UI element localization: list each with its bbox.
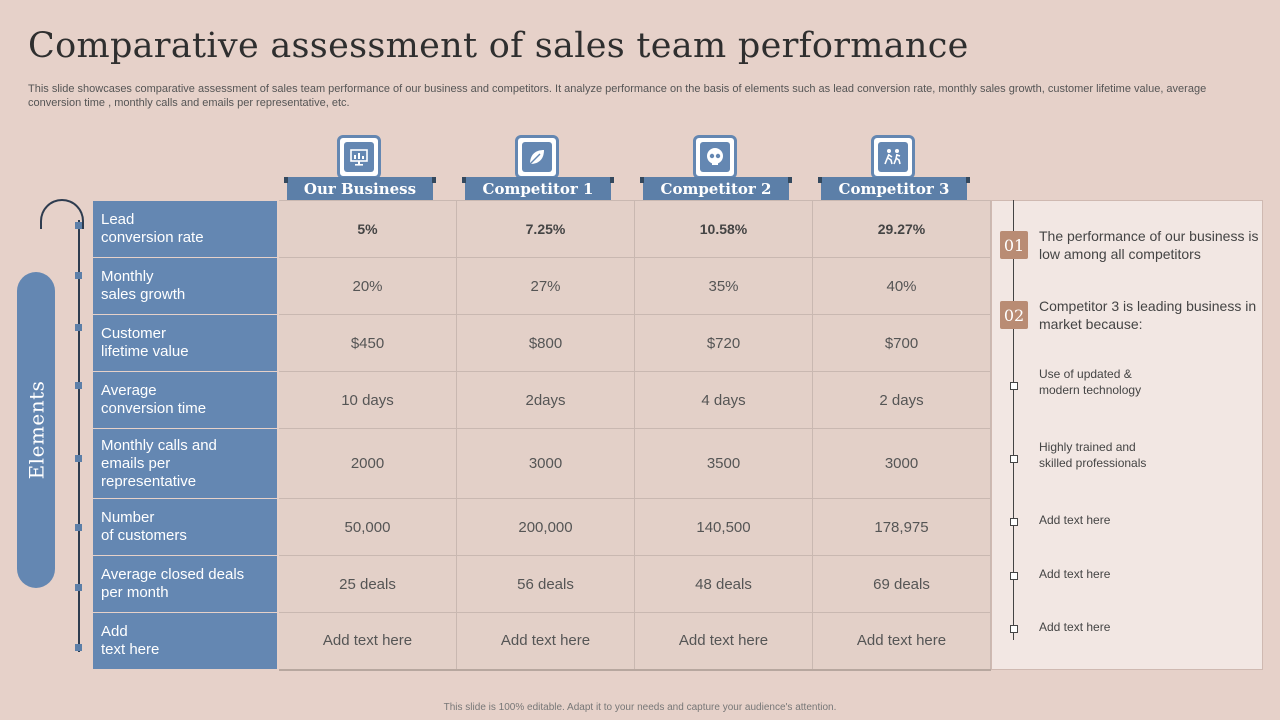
table-cell: 178,975 [812, 498, 991, 556]
row-tick [75, 455, 82, 462]
row-tick [75, 222, 82, 229]
row-label: Average conversion time [93, 371, 279, 429]
bullet-text: Add text here [1039, 513, 1111, 527]
point-number-badge: 02 [1000, 301, 1028, 329]
table-cell: 5% [277, 200, 457, 258]
point-number-badge: 01 [1000, 231, 1028, 259]
bullet-text: Add text here [1039, 620, 1111, 634]
page-title: Comparative assessment of sales team per… [28, 26, 969, 66]
column-label: Competitor 1 [462, 177, 614, 201]
footer-note: This slide is 100% editable. Adapt it to… [443, 702, 837, 713]
bullet-text: Use of updated & modern technology [1039, 367, 1142, 397]
row-tick [75, 584, 82, 591]
elements-connector-line [78, 220, 80, 652]
table-cell: 10 days [277, 371, 457, 429]
table-cell: 29.27% [812, 200, 991, 258]
row-label: Monthly calls and emails per representativ… [93, 428, 279, 499]
table-cell: 140,500 [634, 498, 813, 556]
table-row: Customer lifetime value $450 $800 $720 $7… [93, 314, 991, 372]
table-cell: 20% [277, 257, 457, 315]
row-tick [75, 382, 82, 389]
elements-pill [17, 272, 55, 588]
table-row: Monthly sales growth 20% 27% 35% 40% [93, 257, 991, 315]
row-label: Lead conversion rate [93, 200, 279, 258]
bullet-text: Add text here [1039, 567, 1111, 581]
column-label: Our Business [284, 177, 436, 201]
skull-icon [693, 135, 737, 179]
bullet-marker [1010, 572, 1018, 580]
table-cell: 2 days [812, 371, 991, 429]
table-cell: 40% [812, 257, 991, 315]
table-cell: 50,000 [277, 498, 457, 556]
bullet-marker [1010, 625, 1018, 633]
column-header-competitor-2: Competitor 2 [640, 135, 792, 201]
column-header-our-business: Our Business [284, 135, 436, 201]
running-people-icon [871, 135, 915, 179]
table-row: Add text here Add text here Add text here… [93, 612, 991, 671]
bracket-decoration [40, 199, 84, 229]
table-cell: 2000 [277, 428, 457, 499]
table-cell: $700 [812, 314, 991, 372]
table-cell: 48 deals [634, 555, 813, 613]
row-label: Monthly sales growth [93, 257, 279, 315]
table-cell: 69 deals [812, 555, 991, 613]
table-row: Lead conversion rate 5% 7.25% 10.58% 29.2… [93, 200, 991, 258]
table-cell: Add text here [277, 612, 457, 671]
table-cell: 35% [634, 257, 813, 315]
point-text: The performance of our business is low a… [1039, 228, 1259, 262]
row-tick [75, 644, 82, 651]
table-cell: 27% [456, 257, 635, 315]
table-cell: Add text here [634, 612, 813, 671]
table-cell: $720 [634, 314, 813, 372]
bullet-marker [1010, 455, 1018, 463]
table-cell: 56 deals [456, 555, 635, 613]
column-label: Competitor 3 [818, 177, 970, 201]
table-cell: Add text here [456, 612, 635, 671]
row-label: Average closed deals per month [93, 555, 279, 613]
panel-timeline-line [1013, 200, 1014, 640]
table-cell: 3000 [812, 428, 991, 499]
bullet-text: Highly trained and skilled professionals [1039, 440, 1147, 470]
leaf-icon [515, 135, 559, 179]
table-row: Monthly calls and emails per representativ… [93, 428, 991, 499]
column-header-competitor-1: Competitor 1 [462, 135, 614, 201]
table-cell: 200,000 [456, 498, 635, 556]
point-text: Competitor 3 is leading business in mark… [1039, 298, 1257, 332]
insights-panel [991, 200, 1263, 670]
column-label: Competitor 2 [640, 177, 792, 201]
elements-label: Elements [24, 380, 49, 480]
table-cell: 3000 [456, 428, 635, 499]
elements-label-wrap: Elements [17, 272, 55, 588]
table-row: Average conversion time 10 days 2days 4 d… [93, 371, 991, 429]
row-label: Number of customers [93, 498, 279, 556]
row-tick [75, 524, 82, 531]
row-tick [75, 324, 82, 331]
page-subtitle: This slide showcases comparative assessm… [28, 83, 1207, 109]
bullet-marker [1010, 518, 1018, 526]
column-header-competitor-3: Competitor 3 [818, 135, 970, 201]
table-cell: $450 [277, 314, 457, 372]
table-cell: 10.58% [634, 200, 813, 258]
bullet-marker [1010, 382, 1018, 390]
table-cell: $800 [456, 314, 635, 372]
table-cell: 25 deals [277, 555, 457, 613]
table-row: Average closed deals per month 25 deals 5… [93, 555, 991, 613]
table-cell: 4 days [634, 371, 813, 429]
table-cell: 3500 [634, 428, 813, 499]
table-cell: Add text here [812, 612, 991, 671]
table-cell: 2days [456, 371, 635, 429]
row-label: Add text here [93, 612, 279, 670]
table-cell: 7.25% [456, 200, 635, 258]
row-tick [75, 272, 82, 279]
table-row: Number of customers 50,000 200,000 140,50… [93, 498, 991, 556]
row-label: Customer lifetime value [93, 314, 279, 372]
comparison-table: Lead conversion rate 5% 7.25% 10.58% 29.2… [93, 200, 991, 671]
monitor-chart-icon [337, 135, 381, 179]
